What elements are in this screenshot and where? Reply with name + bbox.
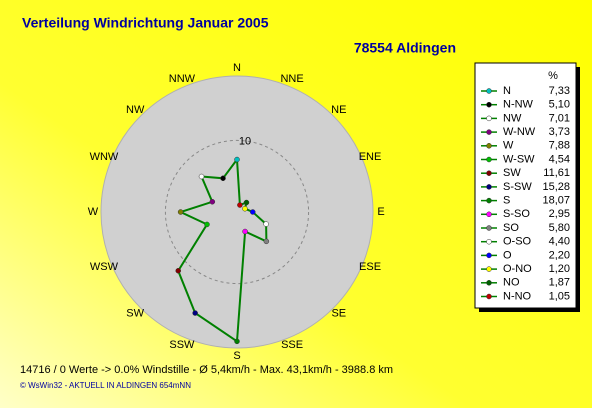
legend-marker bbox=[486, 293, 492, 300]
radar-point bbox=[237, 202, 243, 208]
legend-value: 5,80 bbox=[549, 222, 570, 234]
direction-label: SE bbox=[331, 308, 346, 320]
legend-value: 4,54 bbox=[549, 153, 570, 165]
copyright: © WsWin32 - AKTUELL IN ALDINGEN 654mNN bbox=[20, 381, 191, 390]
radar-point bbox=[220, 175, 226, 182]
direction-label: WNW bbox=[90, 151, 119, 163]
legend-value: 3,73 bbox=[549, 126, 570, 138]
legend-marker bbox=[486, 211, 492, 218]
radar-point bbox=[209, 199, 216, 205]
legend-label: N-NO bbox=[503, 290, 532, 302]
direction-label: N bbox=[233, 62, 241, 74]
radar-point bbox=[177, 209, 184, 215]
legend-marker bbox=[486, 225, 492, 231]
radar-point bbox=[242, 228, 248, 235]
legend-label: W-NW bbox=[503, 126, 536, 138]
legend-value: 11,61 bbox=[543, 167, 570, 179]
direction-label: E bbox=[377, 206, 384, 218]
legend-value: 2,20 bbox=[549, 249, 570, 261]
legend-label: W bbox=[503, 140, 514, 152]
legend-box bbox=[474, 62, 577, 309]
direction-label: S bbox=[233, 350, 240, 362]
legend-label: SO bbox=[503, 222, 519, 234]
legend-value: 7,33 bbox=[549, 85, 570, 97]
legend-label: S-SO bbox=[503, 208, 530, 220]
legend-label: S-SW bbox=[503, 181, 532, 193]
radar-point bbox=[175, 268, 181, 274]
radar-point bbox=[204, 221, 210, 228]
radar-point bbox=[243, 199, 250, 206]
legend-marker bbox=[486, 129, 492, 135]
legend-marker bbox=[486, 184, 492, 190]
radar-point bbox=[249, 209, 256, 215]
legend-value: 15,28 bbox=[542, 181, 570, 193]
radar-point bbox=[198, 173, 205, 180]
legend-marker bbox=[486, 101, 492, 108]
r-tick-label: 10 bbox=[239, 135, 251, 147]
footer: 14716 / 0 Werte -> 0.0% Windstille - Ø 5… bbox=[20, 364, 393, 376]
legend-marker bbox=[486, 197, 492, 204]
legend-marker bbox=[486, 266, 492, 272]
legend-value: 7,88 bbox=[549, 140, 570, 152]
legend-label: O-SO bbox=[503, 236, 532, 248]
legend-label: N-NW bbox=[503, 99, 534, 111]
legend-label: O bbox=[503, 249, 512, 261]
legend-value: 1,20 bbox=[549, 263, 570, 275]
direction-label: SSW bbox=[169, 339, 195, 351]
radar-point bbox=[234, 338, 240, 345]
legend-label: NW bbox=[503, 112, 522, 124]
legend-label: SW bbox=[503, 167, 521, 179]
legend-value: 7,01 bbox=[549, 112, 570, 124]
direction-label: ESE bbox=[359, 261, 381, 273]
direction-label: ENE bbox=[359, 151, 382, 163]
direction-label: NNE bbox=[280, 73, 303, 85]
radar-point bbox=[263, 238, 270, 245]
legend-marker bbox=[486, 170, 492, 176]
direction-label: NE bbox=[331, 104, 346, 116]
legend-marker bbox=[486, 238, 492, 245]
legend-value: 18,07 bbox=[542, 195, 570, 207]
legend-marker bbox=[486, 115, 492, 122]
radar-point bbox=[192, 310, 198, 316]
legend-label: NO bbox=[503, 277, 520, 289]
legend-label: W-SW bbox=[503, 153, 535, 165]
direction-label: SSE bbox=[281, 339, 303, 351]
legend-value: 4,40 bbox=[549, 236, 570, 248]
legend-marker bbox=[486, 88, 492, 94]
legend-header: % bbox=[548, 70, 558, 82]
grid-ring bbox=[164, 139, 310, 285]
legend-marker bbox=[486, 252, 492, 259]
chart-subtitle: 78554 Aldingen bbox=[354, 40, 456, 56]
legend-marker bbox=[486, 280, 492, 286]
direction-label: SW bbox=[126, 308, 144, 320]
legend-value: 2,95 bbox=[549, 208, 570, 220]
legend-marker bbox=[486, 156, 492, 163]
legend-label: O-NO bbox=[503, 263, 532, 275]
chart-title: Verteilung Windrichtung Januar 2005 bbox=[22, 15, 269, 31]
legend-label: N bbox=[503, 85, 511, 97]
legend-marker bbox=[486, 143, 492, 149]
legend-value: 5,10 bbox=[549, 99, 570, 111]
direction-label: NW bbox=[126, 104, 145, 116]
polar-disc bbox=[100, 75, 374, 349]
direction-label: W bbox=[88, 206, 99, 218]
radar-point bbox=[234, 156, 240, 163]
radar-point bbox=[263, 221, 269, 227]
direction-label: WSW bbox=[90, 261, 119, 273]
legend-value: 1,87 bbox=[549, 277, 570, 289]
direction-label: NNW bbox=[169, 73, 196, 85]
legend-label: S bbox=[503, 195, 510, 207]
legend-value: 1,05 bbox=[549, 290, 570, 302]
radar-point bbox=[242, 205, 248, 212]
